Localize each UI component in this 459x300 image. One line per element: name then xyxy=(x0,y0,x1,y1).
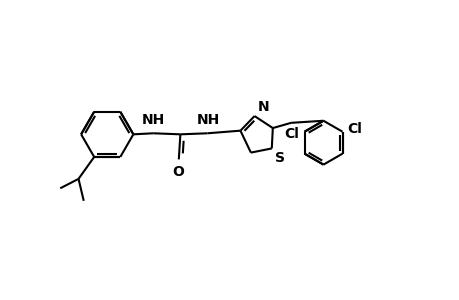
Text: O: O xyxy=(172,165,183,178)
Text: NH: NH xyxy=(196,113,219,127)
Text: N: N xyxy=(257,100,269,114)
Text: Cl: Cl xyxy=(347,122,362,136)
Text: S: S xyxy=(274,151,284,164)
Text: NH: NH xyxy=(142,113,165,127)
Text: Cl: Cl xyxy=(284,127,299,141)
